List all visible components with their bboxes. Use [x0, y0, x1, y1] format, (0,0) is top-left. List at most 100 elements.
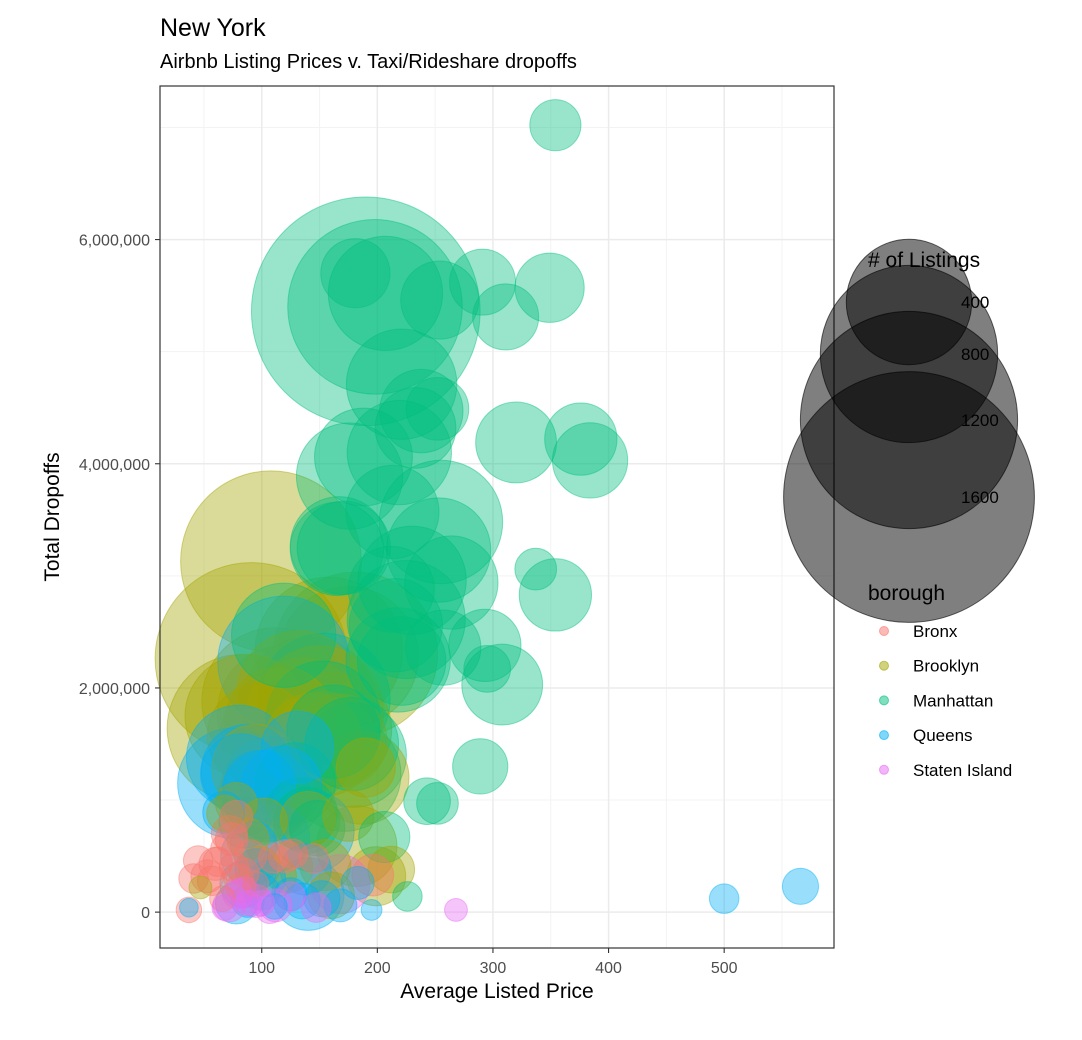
point-manhattan	[403, 777, 451, 825]
point-manhattan	[405, 377, 470, 441]
color-legend-key	[879, 730, 889, 741]
point-queens	[217, 595, 351, 729]
point-manhattan	[463, 645, 512, 693]
point-bronx	[267, 839, 302, 874]
color-legend-key	[879, 764, 889, 775]
point-manhattan	[385, 497, 492, 603]
point-manhattan	[379, 368, 464, 454]
point-manhattan	[529, 99, 582, 152]
point-queens	[177, 727, 289, 839]
point-brooklyn	[224, 665, 336, 778]
point-manhattan	[461, 643, 544, 726]
point-brooklyn	[236, 630, 361, 755]
point-bronx	[223, 863, 254, 894]
color-legend-label: Queens	[913, 726, 973, 745]
chart-title: New York	[160, 14, 266, 42]
point-bronx	[210, 832, 245, 867]
x-tick-label: 200	[364, 960, 391, 977]
point-staten-island	[234, 889, 262, 917]
point-manhattan	[296, 500, 391, 595]
point-queens	[243, 804, 311, 872]
y-tick-label: 0	[141, 905, 150, 922]
point-bronx	[214, 822, 249, 857]
point-manhattan	[257, 632, 391, 766]
x-tick-label: 400	[595, 960, 622, 977]
point-brooklyn	[184, 653, 309, 779]
point-queens	[200, 733, 282, 816]
point-brooklyn	[211, 723, 301, 814]
color-legend-key	[879, 695, 889, 706]
point-manhattan	[404, 535, 499, 630]
point-manhattan	[358, 810, 411, 864]
point-brooklyn	[254, 645, 385, 776]
point-brooklyn	[346, 846, 407, 907]
point-queens	[273, 877, 308, 912]
point-queens	[222, 749, 297, 824]
x-tick-label: 300	[480, 960, 507, 977]
point-bronx	[178, 863, 209, 894]
point-bronx	[196, 865, 228, 897]
point-queens	[303, 880, 341, 918]
point-queens	[340, 865, 375, 900]
point-manhattan	[405, 609, 482, 686]
point-staten-island	[238, 883, 273, 918]
point-queens	[234, 848, 278, 891]
x-axis-title: Average Listed Price	[400, 980, 593, 1003]
point-brooklyn	[315, 805, 398, 887]
point-bronx	[182, 845, 214, 876]
color-legend-key	[879, 626, 889, 636]
point-manhattan	[449, 248, 517, 316]
point-brooklyn	[154, 562, 349, 756]
point-brooklyn	[206, 683, 313, 789]
point-manhattan	[286, 684, 381, 779]
point-manhattan	[273, 786, 341, 854]
y-axis-title: Total Dropoffs	[41, 452, 64, 581]
point-brooklyn	[293, 693, 388, 788]
plot-area	[154, 85, 835, 949]
point-bronx	[202, 846, 234, 877]
point-brooklyn	[240, 797, 288, 846]
point-bronx	[258, 843, 289, 874]
point-queens	[200, 723, 296, 819]
color-legend-key	[879, 660, 889, 671]
point-queens	[179, 897, 199, 918]
point-brooklyn	[206, 794, 244, 833]
point-queens	[248, 859, 287, 898]
y-tick-label: 6,000,000	[79, 233, 150, 250]
point-brooklyn	[277, 586, 419, 728]
data-points	[154, 99, 820, 931]
point-brooklyn	[214, 782, 258, 825]
point-manhattan	[374, 386, 457, 469]
point-brooklyn	[272, 571, 439, 737]
point-manhattan	[400, 260, 480, 340]
color-legend-label: Bronx	[913, 622, 958, 641]
point-brooklyn	[218, 748, 313, 843]
point-manhattan	[518, 558, 593, 632]
point-bronx	[190, 859, 225, 894]
point-queens	[229, 821, 278, 869]
point-queens	[230, 883, 265, 918]
point-bronx	[351, 853, 395, 897]
point-manhattan	[320, 238, 391, 309]
point-manhattan	[327, 235, 444, 352]
point-bronx	[209, 885, 236, 912]
point-manhattan	[314, 407, 413, 507]
point-staten-island	[222, 878, 253, 910]
point-brooklyn	[241, 636, 378, 773]
x-tick-label: 500	[711, 960, 738, 977]
point-staten-island	[254, 893, 286, 925]
point-bronx	[229, 857, 260, 889]
point-queens	[261, 893, 288, 920]
point-staten-island	[211, 894, 239, 921]
point-manhattan	[287, 219, 463, 395]
point-brooklyn	[261, 841, 314, 894]
point-queens	[221, 749, 312, 840]
point-queens	[781, 867, 820, 905]
point-queens	[219, 860, 268, 908]
point-bronx	[298, 843, 330, 874]
point-manhattan	[514, 252, 585, 323]
point-bronx	[242, 870, 270, 898]
point-brooklyn	[166, 654, 316, 803]
point-brooklyn	[245, 657, 362, 773]
